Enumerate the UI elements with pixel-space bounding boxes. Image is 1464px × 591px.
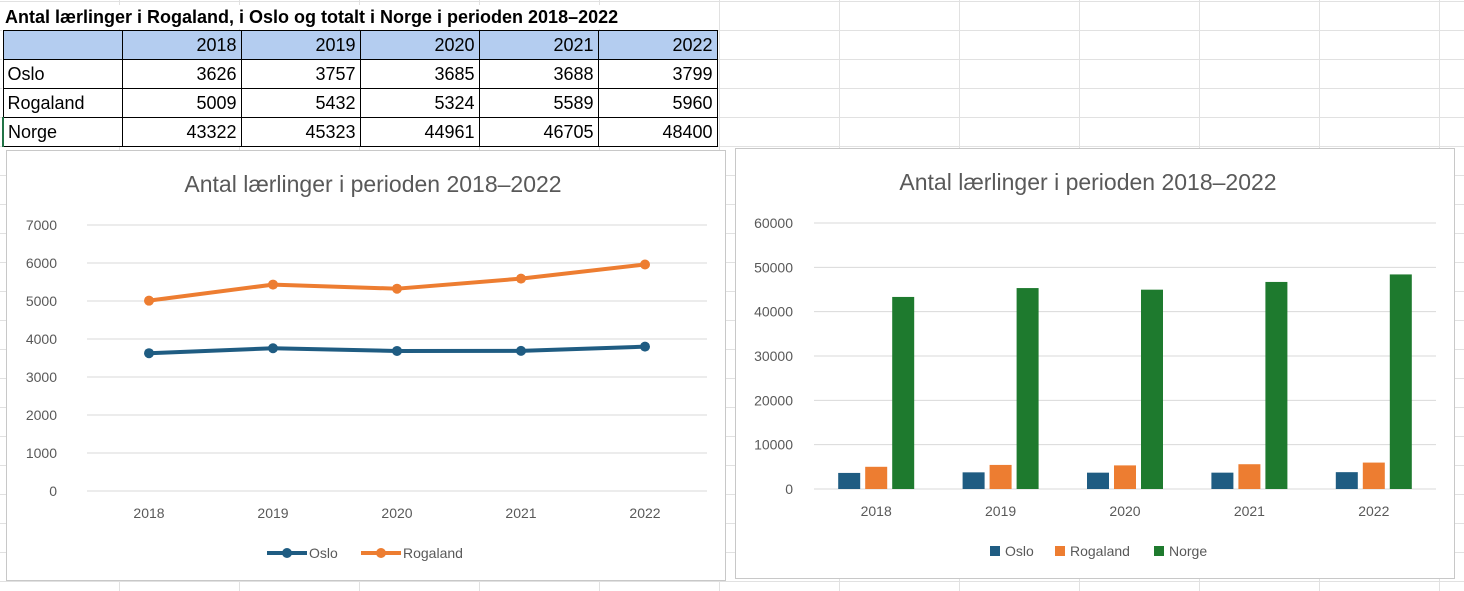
x-tick-label: 2019 [257,505,288,521]
data-point-oslo[interactable] [640,341,650,352]
y-tick-label: 1000 [26,445,57,461]
value-cell[interactable]: 44961 [359,117,480,147]
bar-norge[interactable] [1016,288,1039,489]
bar-oslo[interactable] [1335,472,1358,489]
y-tick-label: 4000 [26,331,57,347]
value-cell[interactable]: 3626 [121,59,242,89]
header-cell-2021[interactable]: 2021 [478,30,599,60]
value-cell[interactable]: 3685 [359,59,480,89]
x-tick-label: 2020 [381,505,412,521]
data-point-rogaland[interactable] [144,295,154,306]
bar-oslo[interactable] [838,472,861,489]
bar-oslo[interactable] [1087,472,1109,489]
value-cell[interactable]: 5960 [597,88,718,118]
legend-label: Rogaland [403,545,463,561]
value-cell[interactable]: 5324 [359,88,480,118]
y-tick-label: 30000 [754,348,793,364]
value-cell[interactable]: 3688 [478,59,599,89]
y-tick-label: 60000 [754,215,793,231]
bar-oslo[interactable] [1211,472,1234,489]
row-label-cell[interactable]: Oslo [2,59,123,89]
x-tick-label: 2021 [1234,503,1265,519]
y-tick-label: 7000 [26,217,57,233]
series-line-rogaland[interactable] [147,262,647,303]
legend-point-marker [376,548,386,558]
header-cell-2020[interactable]: 2020 [359,30,480,60]
value-cell[interactable]: 5009 [121,88,242,118]
y-tick-label: 40000 [754,304,793,320]
y-tick-label: 0 [785,481,793,497]
sheet-title[interactable]: Antal lærlinger i Rogaland, i Oslo og to… [5,5,625,29]
data-table: 2018 2019 2020 2021 2022 Oslo 3626 3757 … [2,30,718,147]
data-point-oslo[interactable] [268,343,278,354]
legend-label: Rogaland [1070,543,1130,559]
header-cell-2019[interactable]: 2019 [240,30,361,60]
line-chart-title[interactable]: Antal lærlinger i perioden 2018–2022 [184,171,561,197]
x-tick-label: 2019 [985,503,1016,519]
data-point-oslo[interactable] [392,345,402,356]
table-row-norge: Norge 43322 45323 44961 46705 48400 [2,117,718,147]
table-row-oslo: Oslo 3626 3757 3685 3688 3799 [2,59,718,89]
row-label-cell[interactable]: Norge [2,117,123,147]
legend-label: Oslo [309,545,338,561]
value-cell[interactable]: 3799 [597,59,718,89]
bar-rogaland[interactable] [1362,462,1385,489]
header-cell-2022[interactable]: 2022 [597,30,718,60]
x-tick-label: 2022 [1358,503,1389,519]
y-tick-label: 3000 [26,369,57,385]
y-tick-label: 20000 [754,392,793,408]
bar-norge[interactable] [1389,274,1412,489]
y-tick-label: 50000 [754,259,793,275]
legend-label: Norge [1169,543,1207,559]
x-tick-label: 2022 [629,505,660,521]
bar-rogaland[interactable] [1238,464,1261,489]
x-tick-label: 2018 [861,503,892,519]
bar-chart-title[interactable]: Antal lærlinger i perioden 2018–2022 [899,169,1276,195]
line-chart[interactable]: Antal lærlinger i perioden 2018–2022 0 10… [6,150,726,581]
legend-point-marker [282,548,292,558]
bar-chart-svg: Antal lærlinger i perioden 2018–2022 0 10… [754,169,1436,559]
x-tick-label: 2021 [505,505,536,521]
bar-rogaland[interactable] [1114,465,1136,489]
legend-swatch [990,546,1000,556]
data-point-rogaland[interactable] [268,279,278,290]
x-tick-label: 2018 [133,505,164,521]
y-tick-label: 10000 [754,437,793,453]
data-point-oslo[interactable] [516,345,526,356]
data-point-rogaland[interactable] [640,259,650,270]
value-cell[interactable]: 43322 [121,117,242,147]
y-tick-label: 2000 [26,407,57,423]
value-cell[interactable]: 45323 [240,117,361,147]
table-row-rogaland: Rogaland 5009 5432 5324 5589 5960 [2,88,718,118]
x-tick-label: 2020 [1109,503,1140,519]
y-tick-label: 5000 [26,293,57,309]
y-tick-label: 0 [49,483,57,499]
value-cell[interactable]: 3757 [240,59,361,89]
legend-swatch [1055,546,1065,556]
row-label-cell[interactable]: Rogaland [2,88,123,118]
bar-rogaland[interactable] [989,464,1012,489]
value-cell[interactable]: 48400 [597,117,718,147]
line-chart-svg: Antal lærlinger i perioden 2018–2022 0 10… [26,171,707,561]
value-cell[interactable]: 46705 [478,117,599,147]
table-header-row: 2018 2019 2020 2021 2022 [2,30,718,60]
legend-label: Oslo [1005,543,1034,559]
header-corner-cell[interactable] [2,30,123,60]
bar-oslo[interactable] [962,472,985,489]
y-tick-label: 6000 [26,255,57,271]
value-cell[interactable]: 5432 [240,88,361,118]
bar-rogaland[interactable] [865,466,888,489]
data-point-rogaland[interactable] [392,283,402,294]
bar-norge[interactable] [1265,281,1288,489]
data-point-rogaland[interactable] [516,273,526,284]
header-cell-2018[interactable]: 2018 [121,30,242,60]
bar-norge[interactable] [892,296,915,489]
bar-chart[interactable]: Antal lærlinger i perioden 2018–2022 0 10… [735,148,1455,579]
value-cell[interactable]: 5589 [478,88,599,118]
data-point-oslo[interactable] [144,348,154,359]
legend-swatch [1154,546,1164,556]
bar-norge[interactable] [1141,289,1163,489]
